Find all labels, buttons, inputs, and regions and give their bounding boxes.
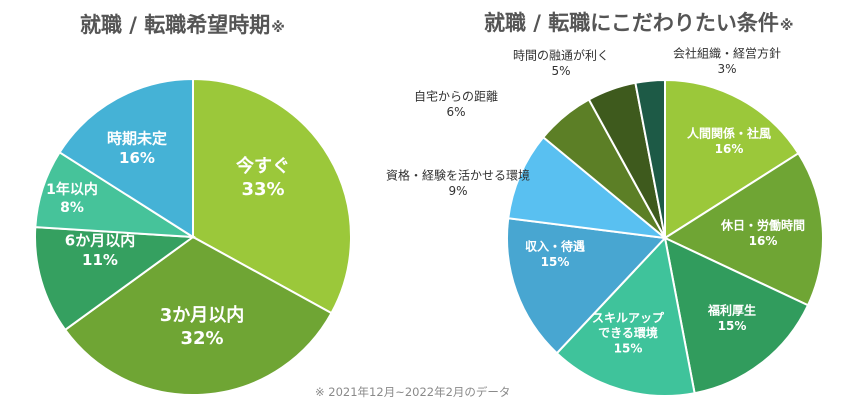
footnote: ※ 2021年12月~2022年2月のデータ <box>315 385 510 399</box>
pie-slice-label: 時間の融通が利く 5% <box>513 48 609 78</box>
pie-slice-label: 福利厚生 15% <box>707 303 756 333</box>
pie-slice-label: 時期未定 16% <box>107 130 167 167</box>
pie-slice-label: スキルアップできる環境 15% <box>592 310 665 356</box>
pie-slice <box>664 78 800 240</box>
pie-slice-label: 資格・経験を活かせる環境 9% <box>386 168 530 198</box>
pie-slice <box>555 235 696 397</box>
pie-slice-label: 休日・労働時間 16% <box>720 218 805 248</box>
pie-slice <box>58 77 194 239</box>
pie-slice-label: 3か月以内 32% <box>160 304 245 349</box>
pie-chart-1 <box>33 77 352 396</box>
pie-slice-label: 1年以内 8% <box>46 181 98 216</box>
pie-chart-2 <box>506 78 824 397</box>
pie-slice-label: 今すぐ 33% <box>236 155 290 200</box>
pie-slice <box>63 235 333 396</box>
pie-slice-label: 人間関係・社風 16% <box>687 126 771 156</box>
left-chart-title: 就職 / 転職希望時期※ <box>80 13 285 37</box>
pie-slice-label: 収入・待遇 15% <box>525 239 585 269</box>
pie-slice <box>662 151 824 307</box>
right-chart-title: 就職 / 転職にこだわりたい条件※ <box>484 11 794 35</box>
pie-slice-label: 自宅からの距離 6% <box>414 89 498 119</box>
pie-slice <box>33 226 196 332</box>
pie-slice <box>634 78 666 239</box>
pie-slice <box>663 236 810 395</box>
pie-slice <box>192 77 352 315</box>
pie-slice-label: 会社組織・経営方針 3% <box>673 46 781 76</box>
pie-slice <box>506 217 668 355</box>
pie-slice <box>507 135 669 240</box>
pie-slice-label: 6か月以内 11% <box>65 232 135 269</box>
